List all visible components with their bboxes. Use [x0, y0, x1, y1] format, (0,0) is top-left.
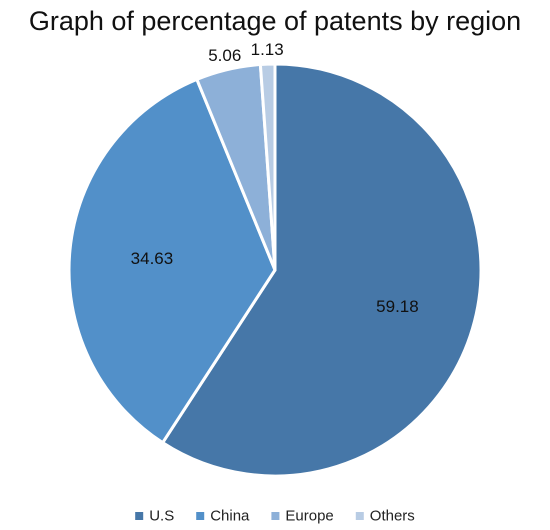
pie-slices [67, 62, 483, 478]
legend-label-europe: Europe [285, 508, 333, 525]
legend-swatch-others [355, 512, 364, 520]
pie-slice-china [67, 77, 277, 445]
legend-label-china: China [210, 508, 250, 525]
legend-label-others: Others [370, 508, 415, 525]
legend-item-europe: Europe [271, 508, 334, 525]
data-label-u-s: 59.18 [376, 297, 419, 316]
pie-data-labels: 59.18 34.63 5.06 1.13 [131, 40, 419, 316]
data-label-china: 34.63 [131, 249, 174, 268]
legend-item-china: China [196, 508, 250, 525]
chart-legend: U.S China Europe Others [135, 508, 415, 525]
data-label-europe: 5.06 [208, 46, 241, 65]
pie-slice-u-s [161, 62, 483, 478]
legend-item-u-s: U.S [135, 508, 174, 525]
pie-slice-others [258, 62, 277, 272]
legend-item-others: Others [355, 508, 415, 525]
legend-label-u-s: U.S [149, 508, 174, 525]
legend-swatch-china [196, 512, 205, 520]
legend-swatch-u-s [135, 512, 144, 520]
legend-swatch-europe [271, 512, 280, 520]
chart-title: Graph of percentage of patents by region [28, 6, 522, 36]
data-label-others: 1.13 [251, 40, 284, 59]
